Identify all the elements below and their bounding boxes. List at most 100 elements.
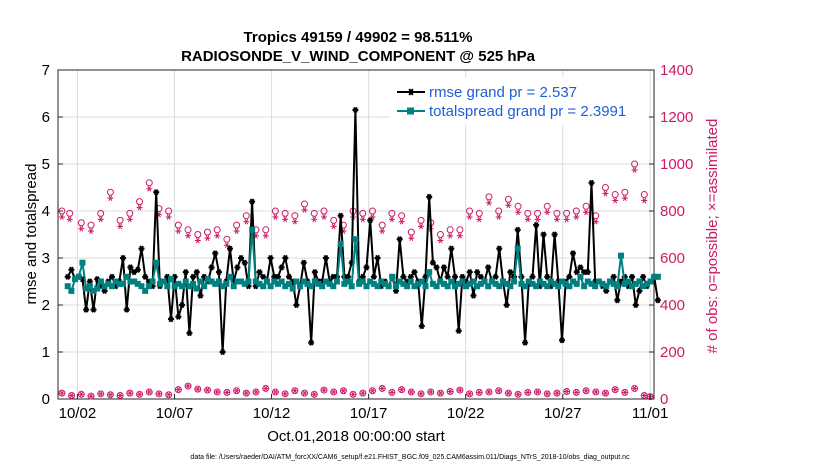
rmse-point-dot xyxy=(180,303,184,307)
asterisk-stroke xyxy=(79,225,84,232)
spread-point xyxy=(153,259,160,266)
obs-assimilated-marker xyxy=(641,392,648,399)
rmse-point-dot xyxy=(493,275,498,279)
obs-assimilated-marker xyxy=(495,214,502,220)
rmse-point xyxy=(654,297,661,304)
chart-subtitle: RADIOSONDE_V_WIND_COMPONENT @ 525 hPa xyxy=(181,48,536,65)
obs-assimilated-marker xyxy=(641,197,648,204)
asterisk-stroke xyxy=(360,216,365,223)
spread-point xyxy=(215,278,222,285)
obs-possible-marker xyxy=(524,209,532,217)
y-tick-label-left: 1 xyxy=(42,344,50,361)
asterisk-stroke xyxy=(487,389,491,395)
rmse-point xyxy=(175,313,182,320)
spread-point xyxy=(551,280,558,287)
asterisk-stroke xyxy=(157,390,161,397)
obs-possible-marker xyxy=(145,179,153,187)
spread-point xyxy=(621,280,628,287)
spread-point xyxy=(333,278,340,285)
asterisk-stroke xyxy=(477,216,482,223)
obs-assimilated-marker xyxy=(233,387,240,394)
rmse-point-dot xyxy=(261,275,265,279)
asterisk-stroke xyxy=(205,235,210,241)
asterisk-stroke xyxy=(322,387,326,393)
spread-point xyxy=(190,280,197,287)
obs-assimilated-marker xyxy=(262,232,269,239)
asterisk-stroke xyxy=(89,228,93,234)
rmse-point xyxy=(522,339,529,346)
obs-assimilated-marker xyxy=(126,216,133,223)
asterisk-stroke xyxy=(205,387,210,393)
spread-point xyxy=(308,283,315,290)
spread-point xyxy=(227,273,234,280)
rmse-point-dot xyxy=(213,251,217,255)
rmse-point-dot xyxy=(427,195,431,199)
spread-point xyxy=(193,285,200,292)
spread-point xyxy=(592,283,599,290)
rmse-point-dot xyxy=(508,270,512,274)
rmse-point-dot xyxy=(541,232,546,237)
rmse-point xyxy=(533,222,540,229)
obs-possible-marker xyxy=(359,209,367,217)
rmse-point-dot xyxy=(394,289,398,293)
obs-possible-marker xyxy=(271,207,279,215)
obs-possible-marker xyxy=(87,221,95,229)
legend-rmse-marker xyxy=(407,88,415,96)
spread-point xyxy=(330,283,337,290)
obs-assimilated-marker xyxy=(612,197,619,204)
obs-possible-marker xyxy=(436,231,444,238)
rmse-point xyxy=(167,316,174,323)
asterisk-stroke xyxy=(360,390,365,396)
asterisk-stroke xyxy=(457,232,462,239)
spread-point xyxy=(120,280,127,287)
obs-possible-marker xyxy=(165,207,173,215)
obs-assimilated-marker xyxy=(117,392,124,399)
asterisk-stroke xyxy=(341,387,346,394)
asterisk-stroke xyxy=(438,390,443,396)
rmse-point-dot xyxy=(641,275,645,279)
rmse-point xyxy=(238,254,245,262)
spread-point xyxy=(286,280,293,287)
spread-point xyxy=(238,278,245,285)
asterisk-stroke xyxy=(69,392,74,399)
y-tick-label-right: 200 xyxy=(660,344,685,361)
rmse-point-dot xyxy=(84,308,88,312)
rmse-point xyxy=(455,327,462,334)
chart-title: Tropics 49159 / 49902 = 98.511% xyxy=(244,29,473,46)
rmse-point-dot xyxy=(612,275,616,279)
obs-assimilated-marker xyxy=(544,390,551,397)
spread-point xyxy=(337,240,344,247)
spread-point xyxy=(396,278,403,285)
spread-point xyxy=(466,280,473,287)
obs-count-markers xyxy=(58,160,654,401)
obs-possible-marker xyxy=(106,188,114,196)
rmse-point-dot xyxy=(221,350,225,354)
obs-assimilated-marker xyxy=(194,386,201,392)
rmse-point-dot xyxy=(346,275,350,279)
rmse-point-dot xyxy=(615,298,619,302)
legend: rmse grand pr = 2.537 totalspread grand … xyxy=(389,77,649,125)
obs-assimilated-marker xyxy=(359,216,366,223)
spread-point xyxy=(470,278,477,285)
rmse-point xyxy=(396,236,403,243)
obs-assimilated-marker xyxy=(573,214,580,220)
rmse-point xyxy=(208,264,215,271)
obs-assimilated-marker xyxy=(155,390,162,397)
rmse-point xyxy=(540,231,547,238)
asterisk-stroke xyxy=(516,209,521,216)
spread-point xyxy=(72,276,79,283)
obs-assimilated-marker xyxy=(485,200,492,206)
obs-possible-marker xyxy=(553,209,561,217)
asterisk-stroke xyxy=(564,216,569,223)
spread-point xyxy=(164,283,171,290)
spread-point xyxy=(636,278,643,285)
spread-point xyxy=(496,283,503,290)
asterisk-stroke xyxy=(118,223,123,230)
obs-assimilated-marker xyxy=(476,216,483,223)
asterisk-stroke xyxy=(613,197,618,204)
series-line-rmse xyxy=(66,108,659,353)
asterisk-stroke xyxy=(477,389,482,396)
asterisk-stroke xyxy=(370,387,375,394)
spread-point xyxy=(374,283,381,290)
